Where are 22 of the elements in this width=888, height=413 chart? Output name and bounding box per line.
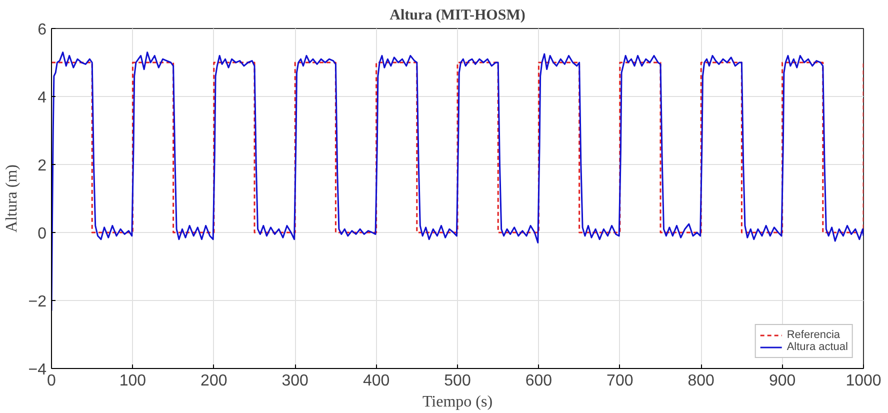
x-tick-label: 800 <box>688 372 715 390</box>
x-tick-label: 900 <box>768 372 796 390</box>
x-tick-label: 100 <box>119 372 146 390</box>
legend-label: Referencia <box>786 329 840 341</box>
x-tick-label: 700 <box>606 372 634 390</box>
x-tick-label: 300 <box>282 372 309 390</box>
y-axis-title: Altura (m) <box>3 164 20 232</box>
x-tick-label: 400 <box>362 372 390 390</box>
y-tick-label: 0 <box>38 226 47 242</box>
legend-label: Altura actual <box>786 341 848 353</box>
x-tick-label: 600 <box>525 372 552 390</box>
y-tick-label: −2 <box>28 294 47 310</box>
y-tick-label: 4 <box>38 90 47 106</box>
x-tick-label: 500 <box>444 372 471 390</box>
x-tick-label: 200 <box>200 372 228 390</box>
line-series <box>52 52 864 312</box>
chart-title: Altura (MIT-HOSM) <box>390 8 526 24</box>
y-tick-label: 2 <box>38 158 47 174</box>
x-tick-label: 1000 <box>846 372 882 390</box>
x-axis-title: Tiempo (s) <box>422 394 493 410</box>
y-tick-label: −4 <box>28 362 47 378</box>
y-tick-label: 6 <box>38 22 47 38</box>
